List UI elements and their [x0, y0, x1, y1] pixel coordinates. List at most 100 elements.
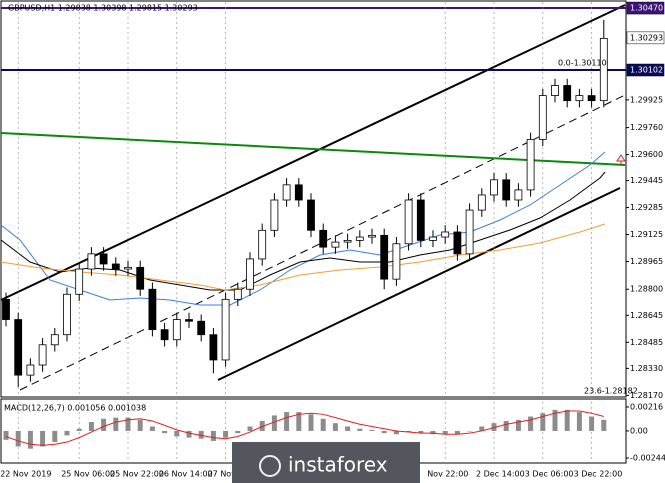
- macd-bar: [418, 430, 424, 434]
- macd-bar: [491, 423, 497, 431]
- macd-bar: [247, 426, 253, 431]
- x-tick-label: 27 Nov 06: [208, 470, 249, 479]
- macd-bar: [454, 430, 460, 435]
- macd-bar: [149, 426, 155, 431]
- macd-bar: [27, 430, 33, 449]
- y-tick-label: 1.28170: [630, 391, 663, 400]
- level-label: 1.30102: [630, 66, 663, 75]
- candle-body: [319, 229, 328, 248]
- candle-body: [136, 266, 145, 290]
- signal-line: [5, 410, 604, 446]
- chart-header: GBPUSD,H1 1.29838 1.30398 1.29815 1.3029…: [8, 4, 198, 13]
- x-tick-label: 22 Nov 2019: [0, 470, 51, 479]
- y-tick-label: 0.00: [630, 426, 648, 435]
- candle-body: [172, 319, 181, 341]
- candle-body: [563, 85, 572, 102]
- macd-title: MACD(12,26,7) 0.001056 0.001038: [4, 404, 146, 413]
- x-tick-label: 25 Nov 22:00: [110, 470, 164, 479]
- macd-bar: [284, 412, 290, 431]
- macd-bar: [369, 429, 375, 431]
- macd-bar: [88, 422, 94, 431]
- channel-upper: [0, 4, 626, 301]
- candle-body: [575, 95, 584, 102]
- candle-body: [282, 184, 291, 201]
- y-tick-label: 1.29600: [630, 150, 663, 159]
- macd-bar: [442, 430, 448, 435]
- moving-average-fast: [0, 151, 606, 306]
- candle-body: [221, 298, 230, 361]
- macd-bar: [564, 409, 570, 431]
- candle-body: [538, 95, 547, 140]
- level-label: 1.30293: [630, 33, 663, 42]
- candle-body: [270, 199, 279, 231]
- candle-body: [233, 288, 242, 300]
- macd-bar: [125, 417, 131, 431]
- candle-body: [111, 263, 120, 270]
- y-tick-label: 1.28645: [630, 311, 663, 320]
- candle-body: [99, 253, 108, 265]
- macd-bar: [174, 430, 180, 437]
- macd-bar: [40, 430, 46, 447]
- y-tick-label: 1.28965: [630, 257, 663, 266]
- macd-bar: [515, 419, 521, 431]
- macd-bar: [479, 426, 485, 431]
- y-tick-label: -0.00244: [630, 454, 665, 463]
- watermark: instaforex: [288, 453, 388, 477]
- fib-label: 0.0-1.30110: [558, 59, 607, 68]
- macd-bar: [467, 430, 473, 432]
- candle-body: [160, 329, 169, 341]
- x-tick-label: Nov 22:00: [427, 470, 468, 479]
- candle-body: [50, 334, 59, 346]
- x-tick-label: 3 Dec 22:00: [574, 470, 623, 479]
- macd-bar: [552, 409, 558, 431]
- candle-body: [416, 199, 425, 241]
- candle-body: [392, 243, 401, 280]
- x-tick-label: 26 Nov 14:00: [159, 470, 213, 479]
- macd-bar: [296, 412, 302, 431]
- signal-arrow: [616, 154, 626, 165]
- candle-body: [124, 266, 132, 270]
- y-tick-label: 1.28800: [630, 285, 663, 294]
- candle-body: [2, 298, 10, 320]
- candle-body: [246, 258, 254, 290]
- candle-body: [209, 334, 218, 361]
- moving-average-slow: [0, 223, 606, 291]
- candle-body: [429, 236, 437, 241]
- candle-body: [185, 319, 193, 322]
- x-tick-label: 3 Dec 06:00: [525, 470, 574, 479]
- candle-body: [14, 319, 23, 376]
- macd-bar: [430, 430, 436, 435]
- candle-body: [307, 199, 315, 231]
- candle-body: [526, 138, 535, 191]
- candle-body: [331, 241, 340, 248]
- macd-bar: [393, 430, 399, 435]
- macd-bar: [540, 413, 546, 431]
- watermark-box: [232, 442, 420, 483]
- candle-body: [441, 231, 450, 238]
- macd-bar: [528, 416, 534, 431]
- price-frame: [0, 0, 627, 398]
- overlays: [0, 4, 626, 391]
- x-tick-label: 2 Dec 14:00: [476, 470, 525, 479]
- macd-bar: [345, 426, 351, 431]
- candle-body: [465, 209, 474, 255]
- macd-bar: [113, 417, 119, 431]
- candle-body: [502, 179, 511, 201]
- macd-bar: [503, 420, 509, 431]
- macd-bar: [162, 430, 168, 434]
- level-tag: [626, 1, 665, 15]
- candle-body: [258, 229, 267, 260]
- y-tick-label: 1.29285: [630, 203, 663, 212]
- level-label: 1.30470: [630, 4, 663, 13]
- x-tick-label: 25 Nov 06:00: [61, 470, 115, 479]
- macd-bar: [76, 428, 82, 431]
- candle-body: [63, 293, 71, 336]
- macd-bar: [332, 423, 338, 431]
- macd-bar: [15, 430, 21, 447]
- level-tag: [626, 31, 665, 45]
- moving-average-mid: [0, 171, 606, 291]
- macd-bar: [223, 430, 229, 438]
- macd-bar: [601, 419, 607, 431]
- candle-body: [197, 320, 206, 336]
